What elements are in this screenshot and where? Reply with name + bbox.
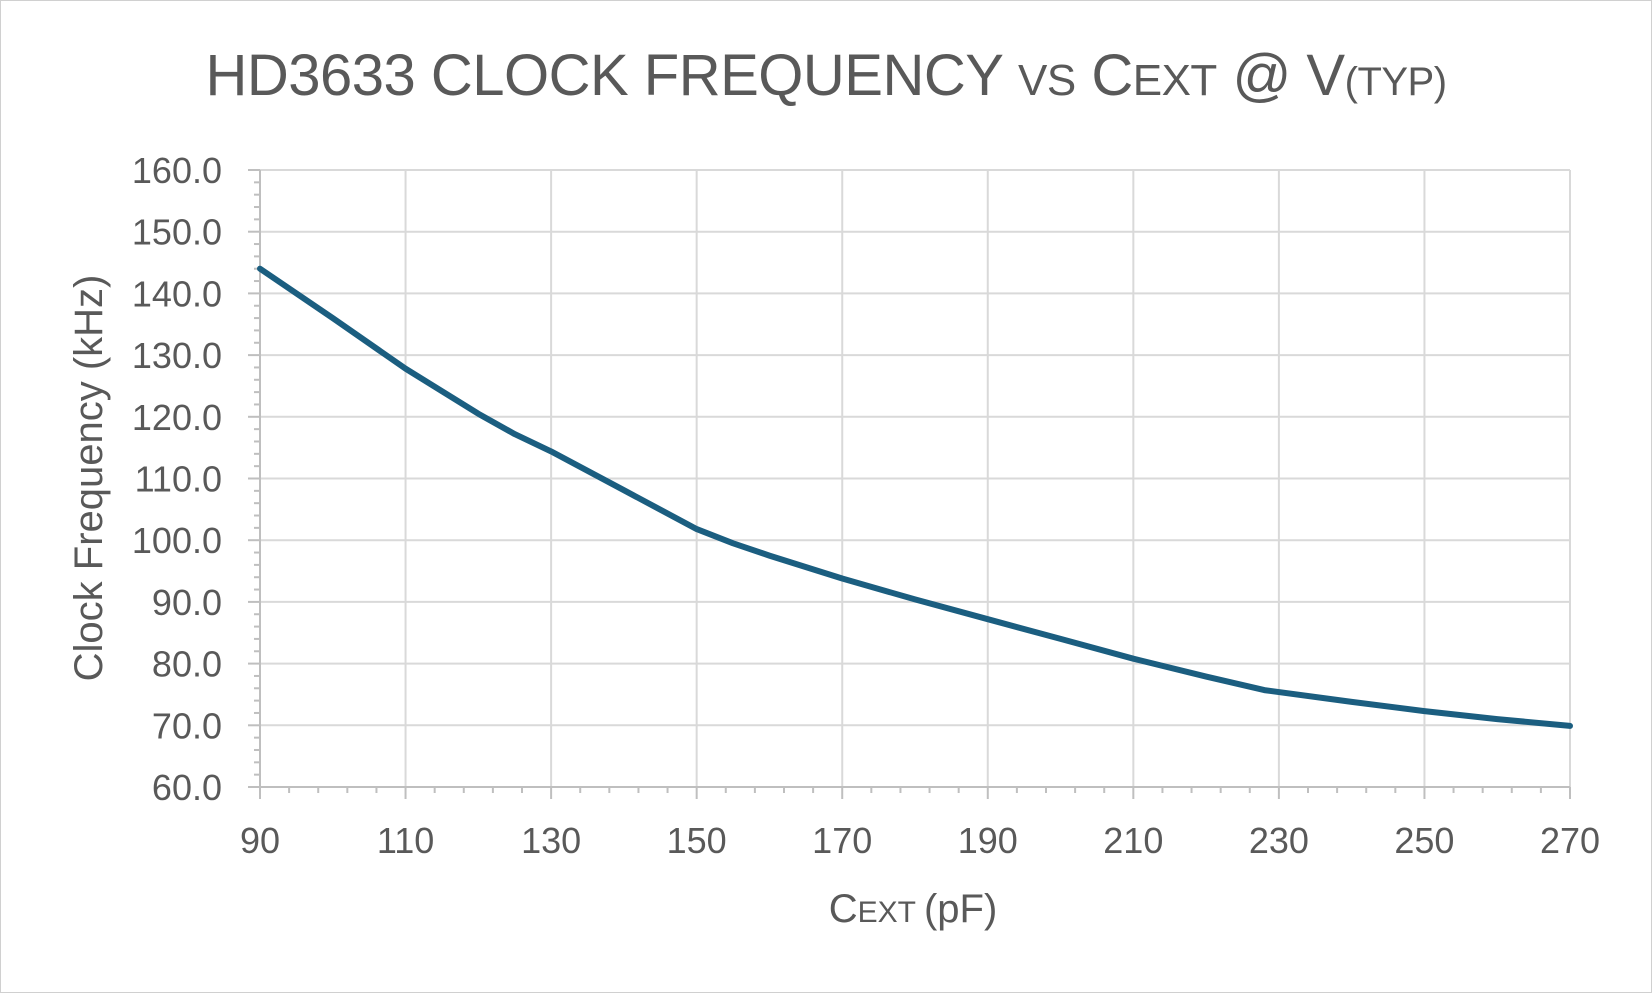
y-tick-label: 70.0 <box>152 705 222 746</box>
x-tick-label: 150 <box>667 820 727 861</box>
x-tick-label: 90 <box>240 820 280 861</box>
grid <box>260 169 1571 787</box>
chart-title: HD3633 CLOCK FREQUENCY VS CEXT @ V(TYP) <box>0 40 1652 118</box>
data-point <box>548 448 554 454</box>
chart-title-c: C <box>1091 43 1133 108</box>
y-tick-label: 120.0 <box>132 397 222 438</box>
x-tick-label: 230 <box>1249 820 1309 861</box>
chart-title-at-v: @ V <box>1232 43 1345 108</box>
chart-title-ext: EXT <box>1132 56 1218 105</box>
x-axis-title-c: C <box>829 887 858 931</box>
data-point <box>403 366 409 372</box>
data-point <box>330 315 336 321</box>
x-axis-title: CEXT (pF) <box>829 887 998 931</box>
chart-title-main: HD3633 CLOCK FREQUENCY <box>205 43 1003 108</box>
data-point <box>985 616 991 622</box>
data-point <box>257 266 263 272</box>
series-layer <box>257 265 1573 729</box>
data-point <box>475 411 481 417</box>
data-point <box>766 553 772 559</box>
tick-labels: 60.0 70.0 80.0 90.0 100.0 110.0 120.0 130.0 140.… <box>132 150 1600 861</box>
x-tick-label: 170 <box>812 820 872 861</box>
x-axis-title-ext: EXT <box>858 896 916 929</box>
y-tick-label: 160.0 <box>132 150 222 191</box>
y-tick-label: 140.0 <box>132 273 222 314</box>
data-point <box>1261 687 1267 693</box>
data-point <box>730 540 736 546</box>
data-point <box>1058 636 1064 642</box>
chart-title-typ: (TYP) <box>1344 60 1447 104</box>
x-tick-label: 250 <box>1394 820 1454 861</box>
data-point <box>512 431 518 437</box>
x-tick-label: 210 <box>1103 820 1163 861</box>
y-tick-label: 110.0 <box>135 459 222 500</box>
y-tick-label: 100.0 <box>132 520 222 561</box>
x-axis-title-unit: (pF) <box>924 887 997 931</box>
y-tick-label: 150.0 <box>132 212 222 253</box>
data-point <box>1567 723 1573 729</box>
data-point <box>839 575 845 581</box>
axes <box>248 169 1571 799</box>
x-tick-label: 270 <box>1540 820 1600 861</box>
x-tick-label: 110 <box>377 820 434 861</box>
data-point <box>1494 716 1500 722</box>
chart-title-vs: VS <box>1018 56 1076 105</box>
y-tick-label: 80.0 <box>152 644 222 685</box>
x-tick-label: 130 <box>521 820 581 861</box>
y-tick-label: 60.0 <box>152 767 222 808</box>
data-point <box>694 526 700 532</box>
x-tick-label: 190 <box>958 820 1018 861</box>
data-point <box>1203 674 1209 680</box>
y-tick-label: 90.0 <box>152 582 222 623</box>
data-point <box>1421 708 1427 714</box>
series-line-0 <box>257 265 1573 729</box>
y-tick-label: 130.0 <box>132 335 222 376</box>
data-point <box>1130 656 1136 662</box>
data-point <box>1349 699 1355 705</box>
y-axis-title: Clock Frequency (kHz) <box>67 275 111 682</box>
data-point <box>912 596 918 602</box>
data-point <box>621 487 627 493</box>
